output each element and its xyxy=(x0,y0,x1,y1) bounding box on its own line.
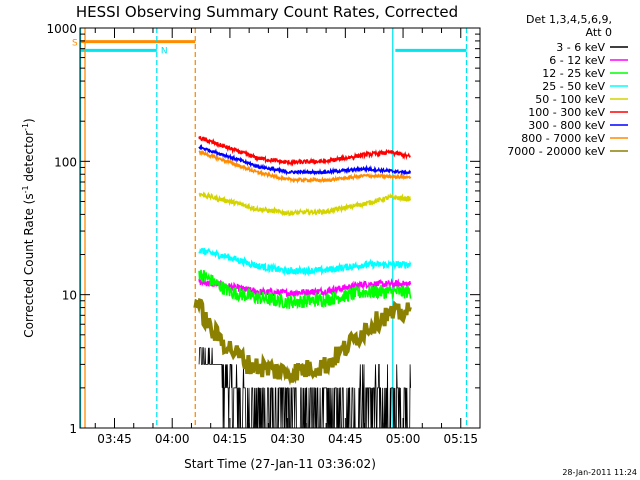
y-axis-label-part: ) xyxy=(22,118,36,123)
y-axis-label-part: detector xyxy=(22,131,36,186)
y-axis-label-part: Corrected Count Rate (s xyxy=(22,193,36,337)
series-800-7000-kev-line xyxy=(198,149,412,184)
y-axis-label: Corrected Count Rate (s-1 detector-1) xyxy=(21,118,36,337)
x-tick-label: 05:15 xyxy=(443,432,478,446)
series-3-6-kev-line xyxy=(198,347,411,429)
y-tick-label: 10 xyxy=(62,289,77,303)
x-tick-label: 04:30 xyxy=(270,432,305,446)
legend-header: Det 1,3,4,5,6,9, xyxy=(526,13,612,26)
x-axis-label: Start Time (27-Jan-11 03:36:02) xyxy=(184,457,376,471)
series-100-300-kev-line xyxy=(198,136,411,167)
chart-title: HESSI Observing Summary Count Rates, Cor… xyxy=(76,3,458,21)
x-tick-label: 03:45 xyxy=(97,432,132,446)
legend-header: Att 0 xyxy=(586,26,612,39)
legend-entry-label: 50 - 100 keV xyxy=(535,93,605,106)
legend-entry-label: 7000 - 20000 keV xyxy=(507,145,605,158)
legend-entry-label: 25 - 50 keV xyxy=(542,80,605,93)
legend-entry-label: 3 - 6 keV xyxy=(556,41,605,54)
x-tick-label: 04:00 xyxy=(155,432,190,446)
axis-ticks: 1 10 100 1000 03:45 04:00 04:15 04:30 04:45 05:00… xyxy=(46,22,481,446)
footer-date: 28-Jan-2011 11:24 xyxy=(562,468,637,477)
y-tick-label: 1000 xyxy=(46,22,77,36)
legend-entry-label: 300 - 800 keV xyxy=(528,119,605,132)
legend-entry-label: 6 - 12 keV xyxy=(549,54,605,67)
series-25-50-kev-line xyxy=(198,247,412,277)
plot-frame xyxy=(79,27,481,429)
flag-label-s: S xyxy=(72,39,78,49)
series-12-25-kev-line xyxy=(198,269,412,310)
x-tick-label: 04:45 xyxy=(328,432,363,446)
plot-area: SN xyxy=(72,28,468,429)
series-300-800-kev-line xyxy=(198,143,411,177)
series-7000-20000-kev-line xyxy=(193,297,412,386)
y-tick-label: 100 xyxy=(54,155,77,169)
legend-entry-label: 12 - 25 keV xyxy=(542,67,605,80)
flag-label-n: N xyxy=(161,46,168,56)
series-50-100-kev-line xyxy=(198,191,412,217)
x-tick-label: 04:15 xyxy=(213,432,248,446)
x-tick-label: 05:00 xyxy=(386,432,421,446)
y-axis-label-sup: -1 xyxy=(21,123,30,131)
y-tick-label: 1 xyxy=(69,422,77,436)
legend-entry-label: 100 - 300 keV xyxy=(528,106,605,119)
legend-entry-label: 800 - 7000 keV xyxy=(521,132,605,145)
y-axis-label-sup: -1 xyxy=(21,185,30,193)
